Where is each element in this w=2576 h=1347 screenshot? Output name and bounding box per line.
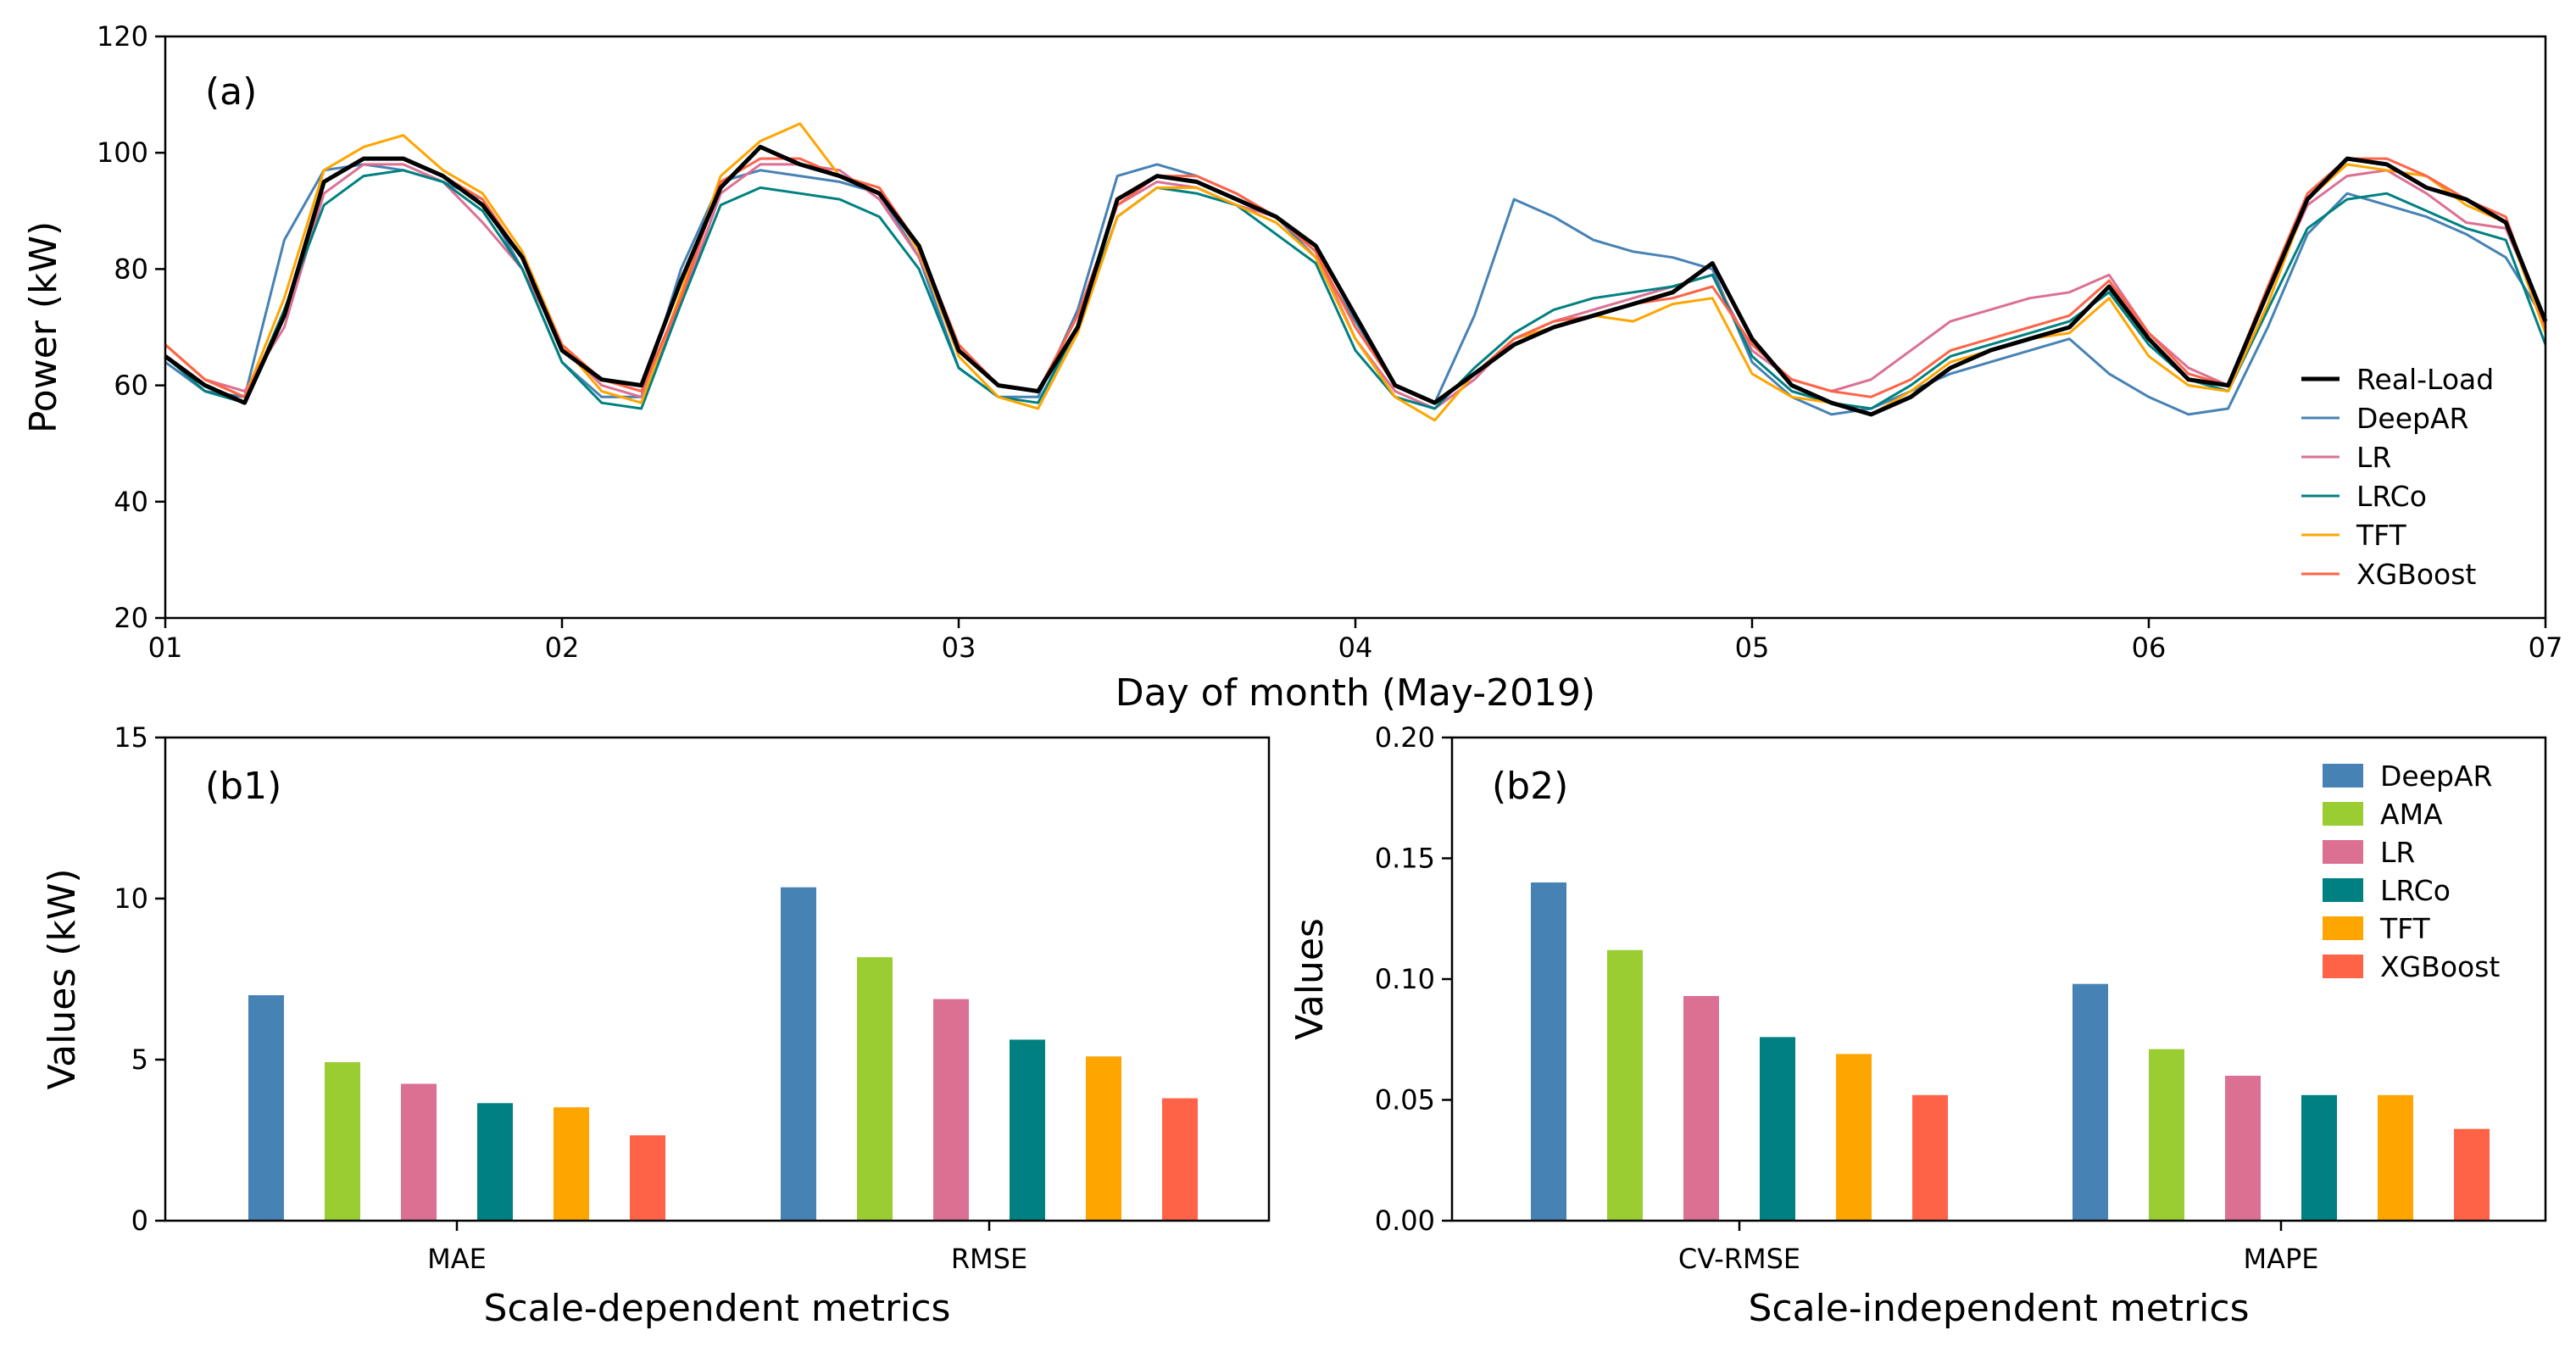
legend-label-tft: TFT xyxy=(2356,519,2407,552)
x-tick-label: 02 xyxy=(545,632,580,664)
legend-label-xgboost: XGBoost xyxy=(2356,558,2476,591)
legend-swatch-deepar xyxy=(2323,764,2363,788)
panel-label: (b2) xyxy=(1492,765,1568,808)
x-tick-label: 06 xyxy=(2132,632,2167,664)
legend-label-xgboost: XGBoost xyxy=(2380,950,2500,983)
bar-deepar-cv-rmse xyxy=(1531,882,1566,1221)
bar-chart-panel-b2: 0.00 0.05 0.10 0.15 0.20 CV-RMSE MAPE (b2) Va… xyxy=(1288,721,2547,1330)
x-tick-label: 07 xyxy=(2529,632,2563,664)
plot-frame xyxy=(164,736,1271,1222)
legend: Real-Load DeepAR LR LRCo TFT XGBoost xyxy=(2301,363,2494,591)
plot-frame xyxy=(164,35,2547,620)
y-tick-label: 60 xyxy=(114,370,148,402)
bar-lrco-mape xyxy=(2301,1094,2337,1221)
x-axis-label: Scale-independent metrics xyxy=(1749,1287,2250,1330)
bar-lrco-cv-rmse xyxy=(1760,1037,1795,1221)
bar-xgboost-mae xyxy=(630,1135,665,1221)
y-tick-label: 0.10 xyxy=(1375,963,1435,995)
bar-lr-mae xyxy=(401,1083,437,1221)
bar-lr-mape xyxy=(2225,1076,2261,1221)
legend-label-lrco: LRCo xyxy=(2380,874,2451,907)
legend-label-lr: LR xyxy=(2356,441,2391,474)
bar-ama-cv-rmse xyxy=(1607,949,1643,1221)
x-axis-label: Scale-dependent metrics xyxy=(484,1287,951,1330)
bar-deepar-mae xyxy=(248,995,284,1221)
series-line-lrco xyxy=(164,169,2547,410)
y-axis-ticks: 0.00 0.05 0.10 0.15 0.20 xyxy=(1375,721,1452,1237)
x-tick-label: 04 xyxy=(1338,632,1373,664)
legend-label-lrco: LRCo xyxy=(2356,480,2427,513)
legend-swatch-lrco xyxy=(2323,878,2363,902)
y-tick-label: 10 xyxy=(114,882,148,915)
y-axis-label: Values (kW) xyxy=(41,868,84,1089)
y-tick-label: 20 xyxy=(114,602,148,634)
y-tick-label: 80 xyxy=(114,253,148,285)
legend-label-real-load: Real-Load xyxy=(2356,363,2494,396)
x-axis-label: Day of month (May-2019) xyxy=(1116,671,1595,715)
x-tick-label: MAPE xyxy=(2243,1243,2318,1275)
bar-ama-rmse xyxy=(857,957,893,1221)
x-tick-label: CV-RMSE xyxy=(1678,1243,1800,1275)
x-axis-ticks: MAE RMSE xyxy=(427,1221,1027,1275)
series-line-real-load xyxy=(164,144,2548,417)
x-tick-label: 03 xyxy=(942,632,976,664)
series-line-xgboost xyxy=(164,157,2547,404)
panel-label: (a) xyxy=(205,70,257,114)
legend-label-deepar: DeepAR xyxy=(2380,760,2492,793)
y-tick-label: 0.05 xyxy=(1375,1084,1435,1116)
legend-label-lr: LR xyxy=(2380,836,2415,869)
y-tick-label: 40 xyxy=(114,486,148,518)
bar-lr-rmse xyxy=(933,999,969,1221)
bar-xgboost-rmse xyxy=(1162,1098,1198,1221)
bar-tft-cv-rmse xyxy=(1836,1054,1872,1221)
x-tick-label: MAE xyxy=(427,1243,487,1275)
y-tick-label: 120 xyxy=(97,20,148,53)
legend-label-tft: TFT xyxy=(2379,912,2431,945)
bar-ama-mae xyxy=(325,1062,360,1221)
plot-frame xyxy=(1450,736,2547,1222)
legend-label-ama: AMA xyxy=(2380,798,2443,831)
bar-lrco-mae xyxy=(477,1103,513,1221)
bar-deepar-rmse xyxy=(781,887,816,1221)
legend-swatch-xgboost xyxy=(2323,955,2363,978)
y-axis-ticks: 20 40 60 80 100 120 xyxy=(97,20,165,634)
line-chart-panel-a: 20 40 60 80 100 120 01 02 03 04 05 06 07 (a) Power … xyxy=(22,20,2562,715)
legend: DeepAR AMA LR LRCo TFT XGBoost xyxy=(2323,760,2500,983)
x-tick-label: 01 xyxy=(148,632,183,664)
bar-chart-panel-b1: 0 5 10 15 MAE RMSE (b1) Values (kW) Scale-de… xyxy=(41,721,1271,1330)
legend-swatch-tft xyxy=(2323,916,2363,940)
x-tick-label: 05 xyxy=(1735,632,1770,664)
y-tick-label: 0 xyxy=(131,1205,148,1237)
y-tick-label: 0.20 xyxy=(1375,721,1435,754)
bar-xgboost-cv-rmse xyxy=(1912,1094,1948,1221)
bar-tft-mape xyxy=(2378,1094,2413,1221)
legend-label-deepar: DeepAR xyxy=(2356,402,2468,435)
bar-lrco-rmse xyxy=(1010,1039,1045,1221)
line-series-group xyxy=(164,122,2548,422)
y-axis-label: Power (kW) xyxy=(22,221,65,433)
bar-group xyxy=(1531,882,2490,1221)
legend-swatch-ama xyxy=(2323,802,2363,826)
y-tick-label: 0.15 xyxy=(1375,843,1435,875)
x-axis-ticks: CV-RMSE MAPE xyxy=(1678,1221,2319,1275)
y-tick-label: 5 xyxy=(131,1044,148,1076)
x-tick-label: RMSE xyxy=(951,1243,1027,1275)
y-tick-label: 15 xyxy=(114,721,148,754)
y-tick-label: 0.00 xyxy=(1375,1205,1435,1237)
legend-swatch-lr xyxy=(2323,840,2363,864)
bar-xgboost-mape xyxy=(2454,1128,2490,1221)
bar-tft-rmse xyxy=(1086,1056,1121,1221)
y-tick-label: 100 xyxy=(97,136,148,169)
bar-group xyxy=(248,887,1198,1221)
y-axis-ticks: 0 5 10 15 xyxy=(114,721,165,1237)
x-axis-ticks: 01 02 03 04 05 06 07 xyxy=(148,618,2563,664)
panel-label: (b1) xyxy=(205,765,281,808)
bar-lr-cv-rmse xyxy=(1683,995,1719,1221)
y-axis-label: Values xyxy=(1288,918,1332,1040)
bar-tft-mae xyxy=(554,1107,589,1221)
bar-deepar-mape xyxy=(2072,983,2108,1221)
bar-ama-mape xyxy=(2149,1049,2184,1221)
